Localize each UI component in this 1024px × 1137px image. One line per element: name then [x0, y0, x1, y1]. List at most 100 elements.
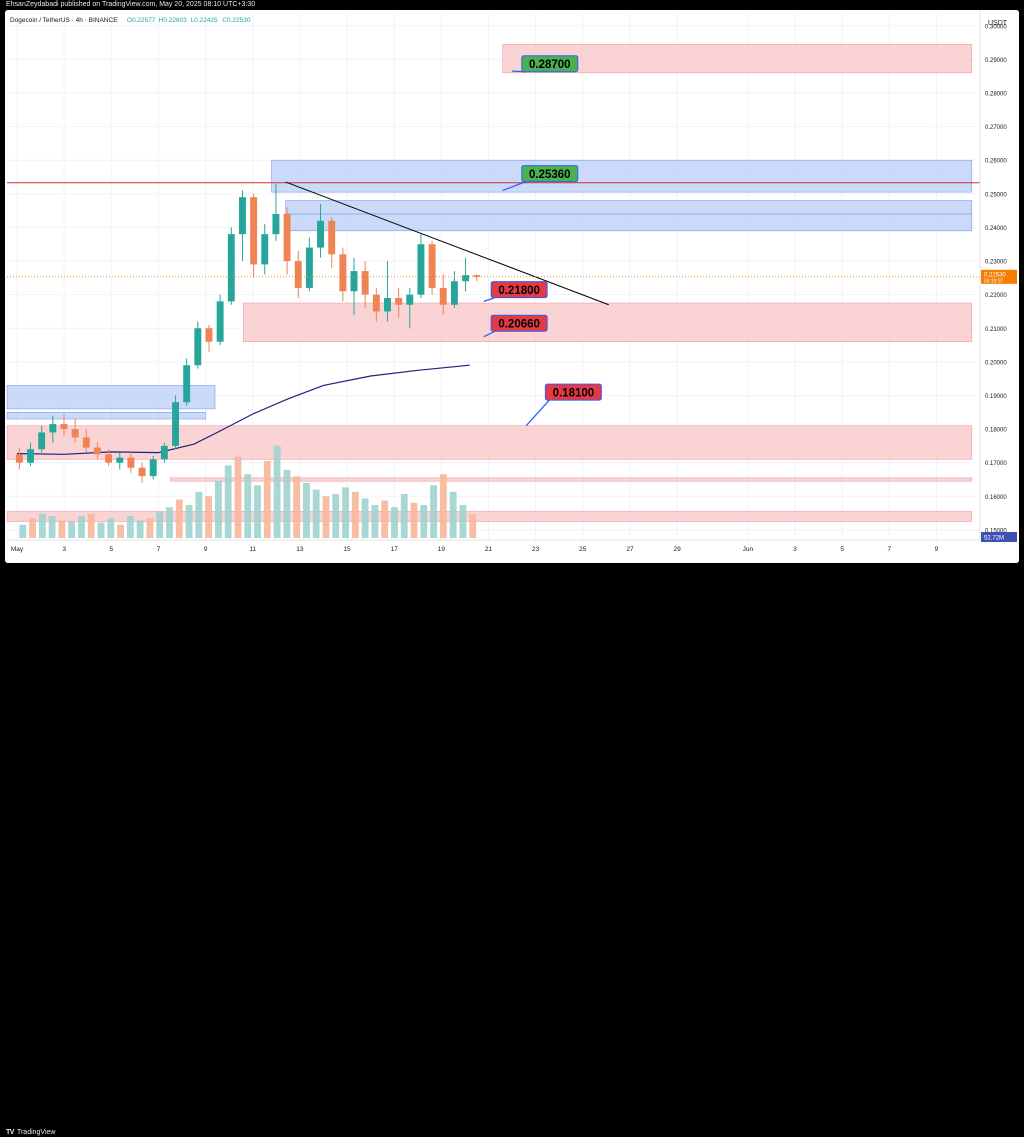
volume-bar	[156, 511, 164, 538]
price-label-box	[490, 281, 548, 299]
demand-zone-blue	[271, 159, 973, 193]
volume-bar	[205, 496, 213, 538]
supply-zone-red	[6, 511, 973, 522]
candle-body	[93, 447, 101, 455]
volume-bar	[107, 518, 115, 538]
price-axis-background	[980, 10, 1019, 563]
time-tick-label: 17	[391, 546, 399, 553]
price-label-text: 0.25360	[529, 169, 571, 181]
volume-bar	[68, 521, 76, 538]
chart-panel[interactable]: 0.28700 0.25360 0.21800 0.20660 0.18100 USDT 0…	[5, 10, 1019, 563]
candle-body	[38, 432, 46, 450]
volume-bar	[391, 507, 398, 538]
price-tick-label: 0.30000	[985, 24, 1007, 30]
time-tick-label: 3	[62, 546, 66, 553]
candle-body	[250, 197, 258, 265]
time-tick-label: 9	[204, 546, 208, 553]
time-tick-label: 5	[109, 546, 113, 553]
price-tick-label: 0.18000	[985, 428, 1007, 434]
candle-body	[395, 298, 403, 305]
time-tick-label: 27	[626, 546, 634, 553]
volume-bar	[58, 520, 66, 538]
ohlc-value: H0.22603	[159, 17, 188, 24]
volume-bar	[322, 496, 330, 538]
annotation-arrow	[483, 296, 496, 302]
candle-body	[384, 298, 391, 312]
annotation-arrow	[483, 330, 496, 338]
volume-tag	[981, 532, 1017, 542]
volume-bar	[126, 516, 134, 538]
currency-label: USDT	[988, 20, 1008, 27]
time-tick-label: 9	[935, 546, 939, 553]
candle-body	[439, 287, 447, 305]
time-tick-label: 21	[485, 546, 493, 553]
supply-zone-red	[169, 477, 973, 482]
candle-body	[305, 247, 313, 288]
ohlc-value: L0.22425	[191, 17, 218, 24]
volume-bar	[263, 461, 271, 538]
current-price-value: 0.22530	[984, 272, 1006, 278]
demand-zone-blue	[6, 411, 206, 420]
candle-body	[406, 294, 414, 305]
volume-value: 52.72M	[984, 536, 1004, 542]
candle-body	[216, 301, 224, 342]
candle-body	[183, 365, 191, 403]
candle-body	[473, 275, 481, 277]
supply-zone-red	[6, 425, 973, 460]
supply-zone-red	[502, 43, 973, 74]
tradingview-logo-text: TradingView	[16, 1129, 56, 1136]
volume-bar	[87, 513, 95, 538]
candle-body	[205, 328, 213, 342]
candle-body	[272, 213, 280, 235]
moving-average-line	[16, 364, 470, 455]
volume-bar	[254, 485, 261, 538]
price-label-box	[521, 55, 579, 73]
ohlc-value: C0.22530	[222, 17, 251, 24]
volume-bar	[430, 485, 438, 538]
volume-bar	[244, 474, 252, 538]
time-tick-label: 7	[887, 546, 891, 553]
price-label-box	[544, 383, 602, 401]
volume-bar	[117, 524, 125, 538]
tradingview-footer: TV TradingView	[0, 563, 1024, 1136]
price-tick-label: 0.23000	[985, 260, 1007, 266]
volume-bar	[439, 474, 447, 538]
candle-body	[450, 281, 458, 305]
price-tick-label: 0.26000	[985, 159, 1007, 165]
volume-bar	[332, 494, 340, 538]
candle-body	[294, 261, 302, 288]
annotation-arrow	[525, 399, 550, 427]
volume-bar	[136, 520, 144, 538]
volume-bar	[273, 445, 281, 538]
symbol-legend: Dogecoin / TetherUS · 4h · BINANCE O0.225…	[10, 17, 251, 24]
volume-bar	[351, 491, 359, 538]
current-price-tag	[981, 269, 1017, 284]
volume-bar	[185, 505, 193, 538]
time-tick-label: 23	[532, 546, 540, 553]
volume-bar	[410, 502, 418, 538]
volume-bar	[361, 498, 369, 538]
time-tick-label: Jun	[743, 546, 754, 553]
volume-bar	[449, 491, 457, 538]
candle-body	[60, 424, 68, 430]
time-tick-label: 7	[157, 546, 161, 553]
volume-bar	[38, 513, 46, 538]
volume-bar	[420, 505, 428, 538]
candle-body	[49, 424, 57, 433]
publisher-credit: EhsanZeydabadi published on TradingView.…	[6, 1, 256, 8]
price-tick-label: 0.29000	[985, 58, 1007, 64]
time-tick-label: 19	[438, 546, 446, 553]
candle-body	[283, 213, 291, 262]
time-tick-label: 13	[296, 546, 304, 553]
volume-bar	[97, 522, 105, 538]
candle-body	[261, 234, 269, 265]
price-label-text: 0.18100	[553, 388, 595, 400]
price-chart[interactable]: 0.287000.253600.218000.206600.18100USDT0…	[5, 10, 1019, 563]
price-tick-label: 0.15000	[985, 528, 1007, 534]
candle-body	[227, 234, 235, 302]
volume-bar	[166, 507, 173, 538]
supply-zone-red	[243, 302, 973, 342]
time-tick-label: 25	[579, 546, 587, 553]
candle-body	[71, 429, 79, 438]
candle-body	[417, 244, 425, 295]
